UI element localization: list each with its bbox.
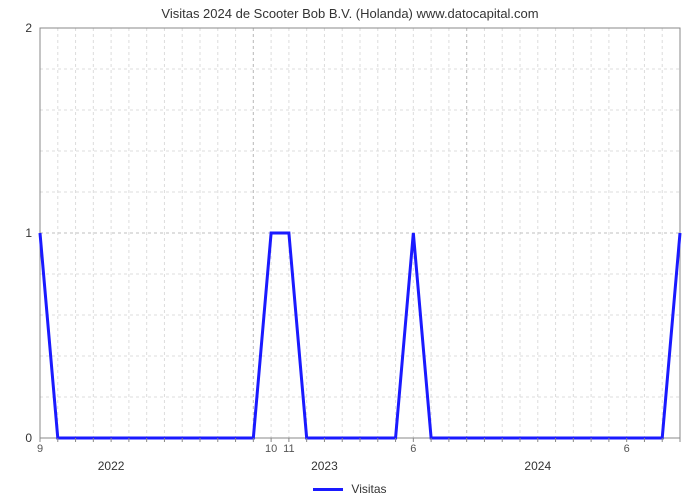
svg-text:2022: 2022 bbox=[98, 459, 125, 473]
legend-swatch bbox=[313, 488, 343, 491]
svg-text:9: 9 bbox=[37, 443, 43, 455]
svg-text:6: 6 bbox=[410, 443, 416, 455]
svg-text:0: 0 bbox=[25, 431, 32, 445]
svg-text:2024: 2024 bbox=[524, 459, 551, 473]
chart-svg: 0129101166202220232024 bbox=[40, 28, 680, 482]
svg-text:10: 10 bbox=[265, 443, 277, 455]
plot-area: 0129101166202220232024 bbox=[40, 28, 680, 482]
svg-text:1: 1 bbox=[25, 226, 32, 240]
svg-text:2023: 2023 bbox=[311, 459, 338, 473]
svg-text:11: 11 bbox=[283, 443, 294, 455]
svg-text:2: 2 bbox=[25, 21, 32, 35]
legend-label: Visitas bbox=[351, 482, 386, 496]
chart-title: Visitas 2024 de Scooter Bob B.V. (Holand… bbox=[0, 6, 700, 21]
legend: Visitas bbox=[0, 481, 700, 496]
svg-text:6: 6 bbox=[624, 443, 630, 455]
chart-container: Visitas 2024 de Scooter Bob B.V. (Holand… bbox=[0, 0, 700, 500]
